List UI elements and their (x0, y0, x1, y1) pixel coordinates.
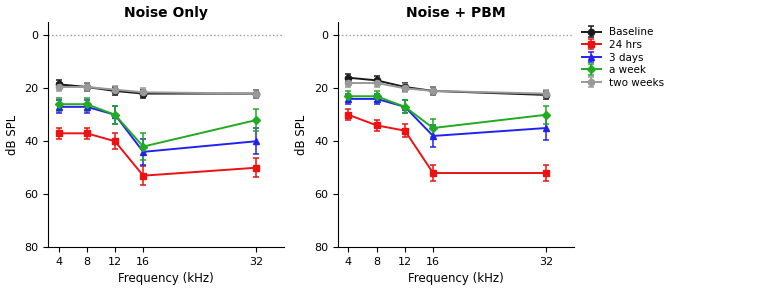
Y-axis label: dB SPL: dB SPL (296, 115, 309, 155)
X-axis label: Frequency (kHz): Frequency (kHz) (408, 272, 504, 285)
Title: Noise + PBM: Noise + PBM (407, 6, 506, 19)
Title: Noise Only: Noise Only (124, 6, 208, 19)
Legend: Baseline, 24 hrs, 3 days, a week, two weeks: Baseline, 24 hrs, 3 days, a week, two we… (582, 27, 664, 88)
X-axis label: Frequency (kHz): Frequency (kHz) (119, 272, 214, 285)
Y-axis label: dB SPL: dB SPL (5, 115, 18, 155)
